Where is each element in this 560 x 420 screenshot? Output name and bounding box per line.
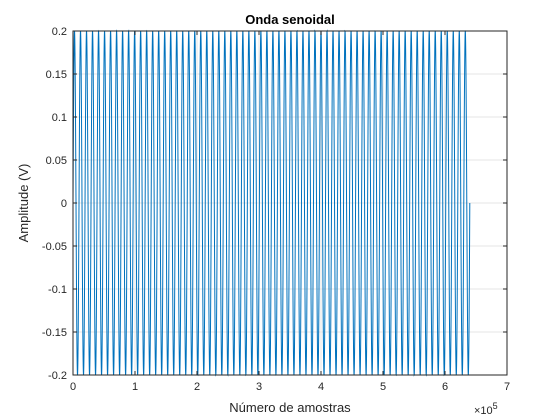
sine-series-line <box>72 29 471 377</box>
x-tick-label: 1 <box>132 381 138 393</box>
y-tick-label: -0.15 <box>42 327 67 339</box>
y-tick-label: -0.05 <box>42 241 67 253</box>
y-tick-label: 0 <box>61 198 67 210</box>
y-tick-label: -0.1 <box>48 284 67 296</box>
chart-title: Onda senoidal <box>245 12 335 27</box>
y-tick-label: 0.1 <box>52 112 67 124</box>
series-group <box>72 29 471 377</box>
y-tick-label: 0.05 <box>46 155 67 167</box>
y-tick-label: -0.2 <box>48 370 67 382</box>
x-tick-label: 7 <box>504 381 510 393</box>
y-tick-label: 0.15 <box>46 69 67 81</box>
x-tick-label: 3 <box>256 381 262 393</box>
x-axis-exponent: ×105 <box>474 401 498 417</box>
x-tick-label: 4 <box>318 381 324 393</box>
x-tick-label: 0 <box>70 381 76 393</box>
y-tick-label: 0.2 <box>52 26 67 38</box>
x-tick-label: 2 <box>194 381 200 393</box>
x-tick-label: 5 <box>380 381 386 393</box>
x-tick-label: 6 <box>442 381 448 393</box>
x-axis-label: Número de amostras <box>229 400 351 415</box>
x-exponent-power: 5 <box>493 401 498 411</box>
y-axis-ticks: -0.2 -0.15 -0.1 -0.05 0 0.05 0.1 0.15 0.2 <box>42 26 507 382</box>
y-axis-label: Amplitude (V) <box>16 164 31 243</box>
x-axis-ticks: 0 1 2 3 4 5 6 7 <box>70 31 510 393</box>
x-exponent-base: ×10 <box>474 405 493 417</box>
